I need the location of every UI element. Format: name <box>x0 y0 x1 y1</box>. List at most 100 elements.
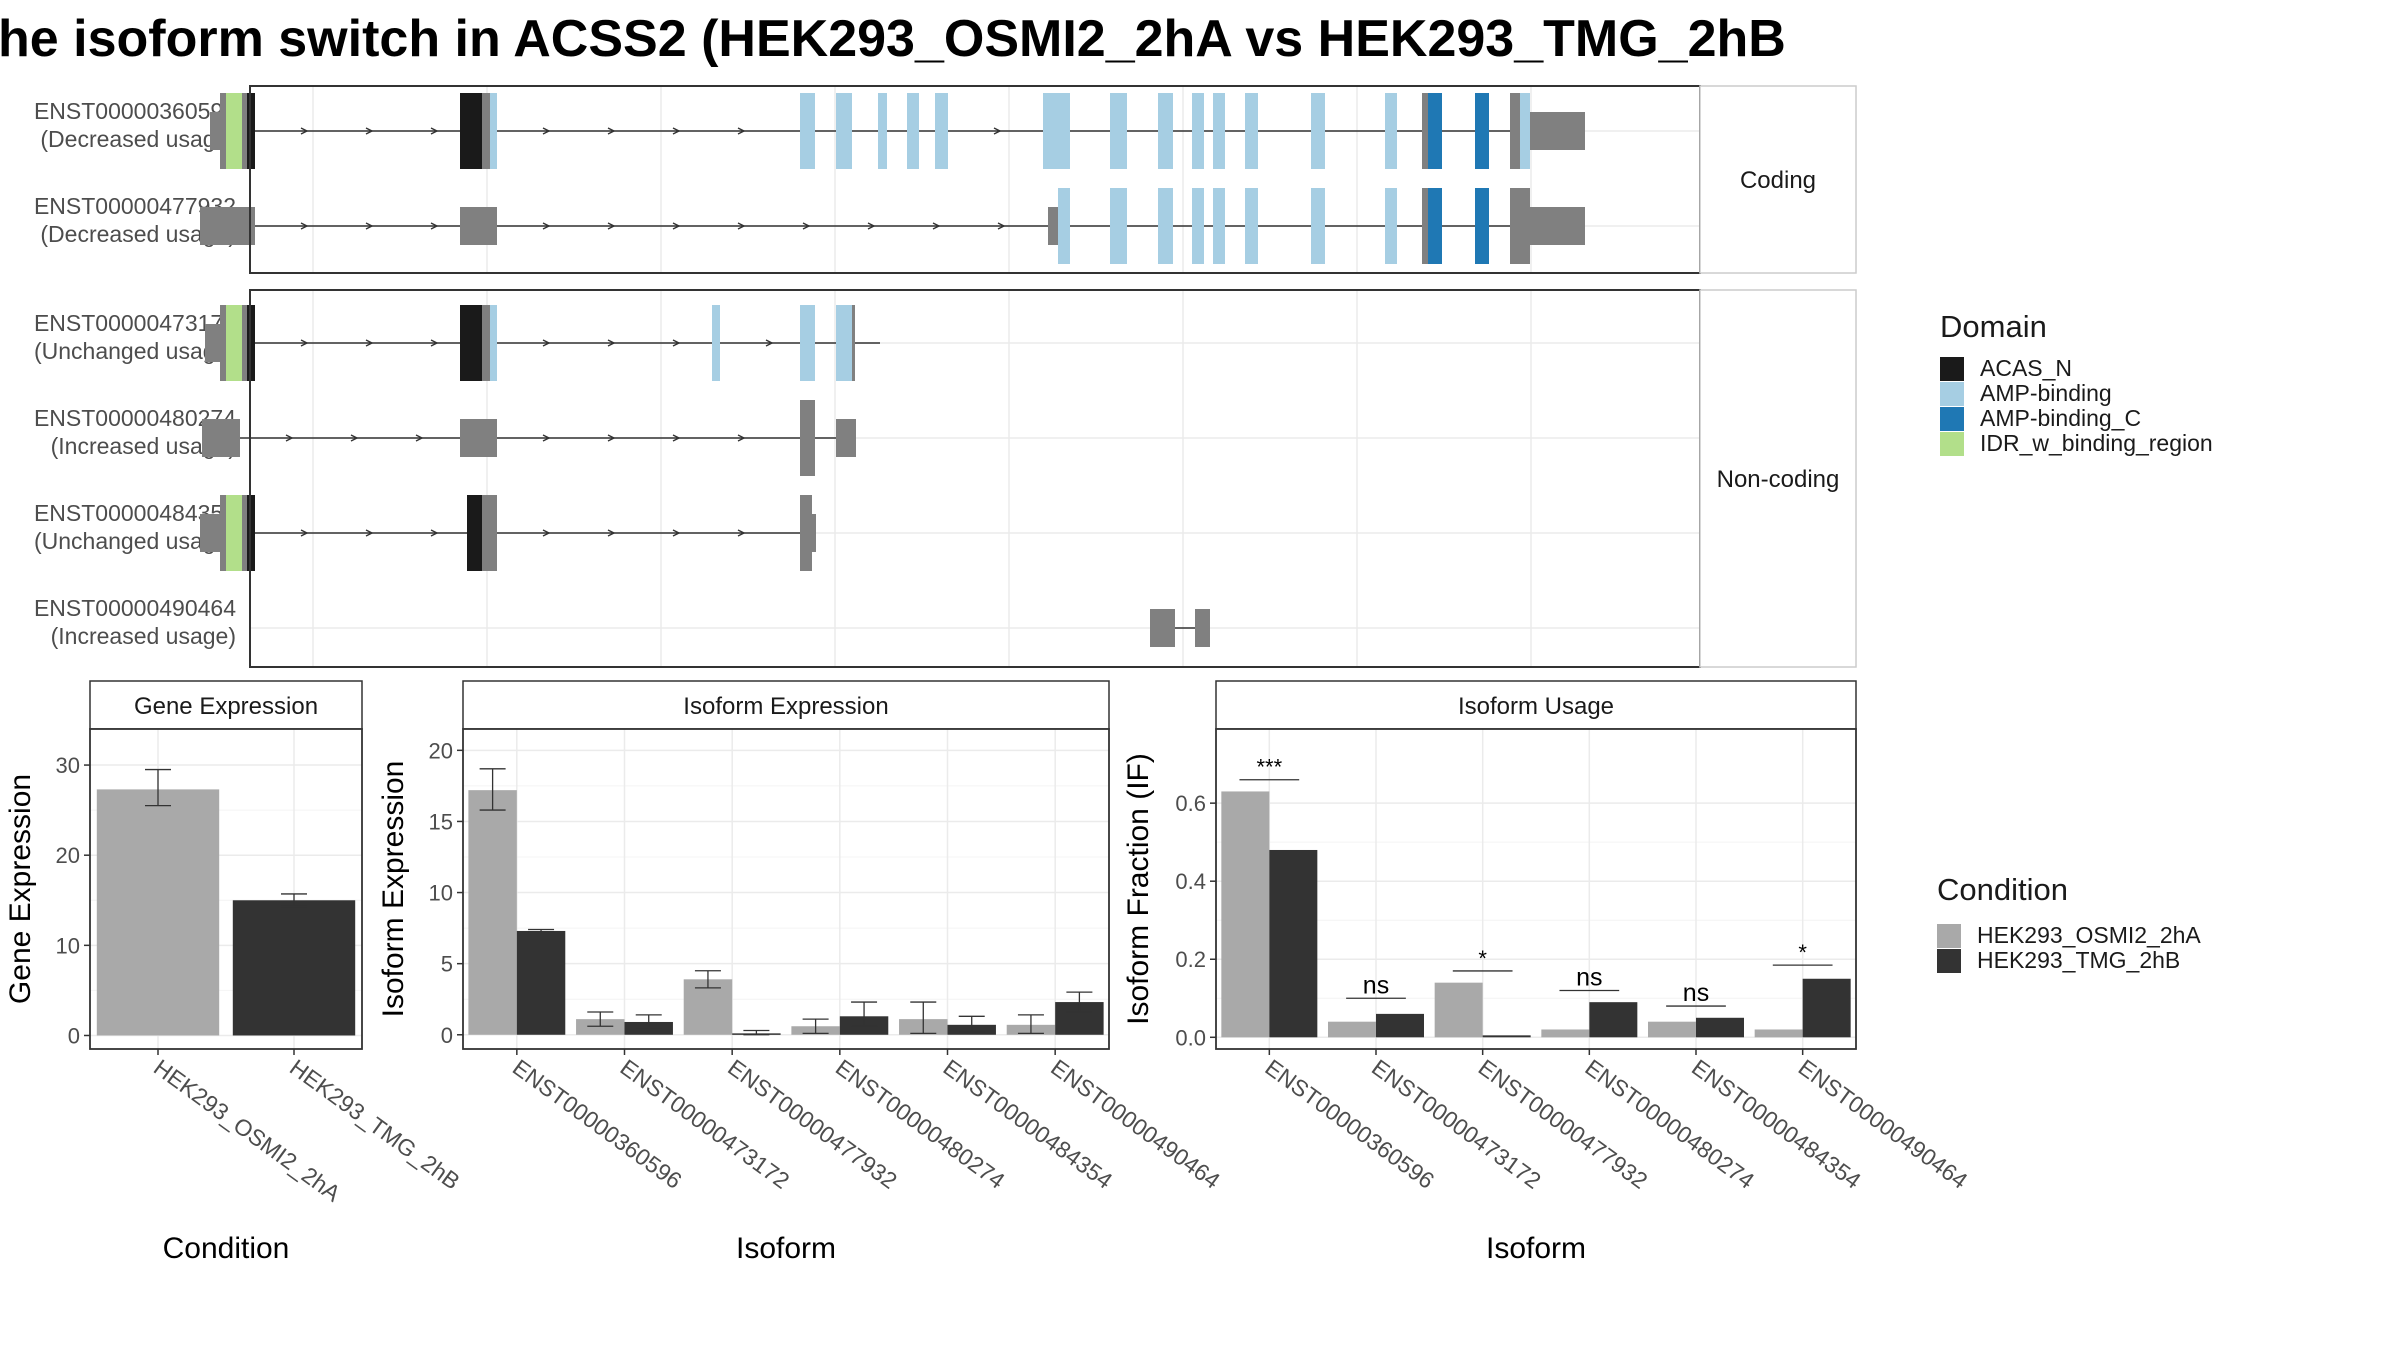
direction-arrow <box>300 339 309 347</box>
bar <box>468 790 517 1035</box>
exon <box>1192 188 1204 264</box>
bar <box>1696 1017 1744 1038</box>
y-tick-label: 15 <box>429 809 453 834</box>
isoform-usage-chart: Isoform Usage *** ns * ns ns * 0.0 0.2 0.4 0.6 ENST… <box>1122 680 1973 1265</box>
exon <box>907 93 919 169</box>
exon <box>1530 112 1585 150</box>
direction-arrow <box>737 127 746 135</box>
exon <box>210 112 220 150</box>
transcript-usage-label: (Increased usage) <box>51 623 236 649</box>
exon <box>836 305 852 381</box>
direction-arrow <box>932 222 941 230</box>
bar <box>516 930 566 1035</box>
direction-arrow <box>542 339 551 347</box>
exon-segment <box>220 305 226 381</box>
y-tick-label: 0 <box>441 1023 453 1048</box>
exon-segment <box>226 305 242 381</box>
bar <box>1802 978 1851 1038</box>
exon <box>1475 188 1489 264</box>
y-tick-label: 20 <box>429 738 453 763</box>
direction-arrow <box>607 339 616 347</box>
direction-arrow <box>737 529 746 537</box>
facet-strip-coding-label: Coding <box>1740 167 1816 194</box>
x-axis-title: Isoform <box>1486 1232 1586 1265</box>
bar <box>1376 1013 1424 1038</box>
legend-label: HEK293_TMG_2hB <box>1977 947 2180 973</box>
direction-arrow <box>672 434 681 442</box>
exon <box>1158 93 1173 169</box>
isoform-expression-chart: Isoform Expression05101520ENST0000036059… <box>377 680 1225 1265</box>
exon <box>1195 609 1210 647</box>
exon-segment <box>1428 188 1442 264</box>
direction-arrow <box>737 434 746 442</box>
exon <box>1311 188 1325 264</box>
direction-arrow <box>765 339 774 347</box>
legend-label: AMP-binding <box>1980 380 2112 406</box>
direction-arrow <box>285 434 294 442</box>
exon-segment <box>220 495 226 571</box>
transcript-id-label: ENST00000490464 <box>34 595 236 621</box>
plot-border <box>1215 728 1857 1050</box>
exon-segment <box>1428 93 1442 169</box>
direction-arrow <box>672 127 681 135</box>
exon <box>1475 93 1489 169</box>
direction-arrow <box>607 127 616 135</box>
direction-arrow <box>542 127 551 135</box>
plot-background <box>463 729 1109 1049</box>
direction-arrow <box>430 222 439 230</box>
facet-strip-coding: Coding <box>1699 85 1857 274</box>
exon-segment <box>460 93 482 169</box>
bar <box>1541 1029 1590 1038</box>
bar <box>1482 1035 1531 1038</box>
direction-arrow <box>993 127 1002 135</box>
bar <box>232 900 356 1036</box>
exon <box>800 400 815 476</box>
exon-segment <box>220 93 226 169</box>
direction-arrow <box>430 339 439 347</box>
legend-swatch <box>1940 432 1964 456</box>
y-tick-label: 10 <box>56 933 80 958</box>
bar <box>1434 982 1483 1038</box>
direction-arrow <box>300 529 309 537</box>
exon <box>202 419 240 457</box>
direction-arrow <box>997 222 1006 230</box>
chart-title: Isoform Expression <box>683 693 888 720</box>
exon <box>1245 93 1258 169</box>
plot-border <box>462 728 1110 1050</box>
significance-label: *** <box>1256 755 1282 780</box>
exon-segment <box>242 93 247 169</box>
exon <box>1158 188 1173 264</box>
legend-title: Domain <box>1940 309 2047 344</box>
chart-title: Gene Expression <box>134 693 318 720</box>
exon <box>812 514 816 552</box>
direction-arrow <box>365 529 374 537</box>
y-tick-label: 20 <box>56 843 80 868</box>
chart-title: Isoform Usage <box>1458 693 1614 720</box>
legend-label: ACAS_N <box>1980 355 2072 381</box>
exon <box>836 419 856 457</box>
x-axis-title: Isoform <box>736 1232 836 1265</box>
exon <box>205 324 220 362</box>
exon <box>1510 188 1530 264</box>
y-tick-label: 5 <box>441 952 453 977</box>
direction-arrow <box>430 127 439 135</box>
y-tick-label: 10 <box>429 881 453 906</box>
y-tick-label: 0 <box>68 1023 80 1048</box>
exon <box>836 93 852 169</box>
direction-arrow <box>430 529 439 537</box>
exon <box>1110 93 1127 169</box>
direction-arrow <box>300 127 309 135</box>
y-axis-title: Gene Expression <box>4 774 37 1004</box>
transcript-usage-label: (Unchanged usage) <box>34 338 236 364</box>
exon-segment <box>482 93 490 169</box>
exon <box>852 305 855 381</box>
domain-legend: Domain ACAS_NAMP-bindingAMP-binding_CIDR_… <box>1940 309 2213 456</box>
direction-arrow <box>672 222 681 230</box>
exon <box>200 207 255 245</box>
exon-segment <box>482 305 490 381</box>
direction-arrow <box>607 434 616 442</box>
significance-label: ns <box>1683 979 1709 1007</box>
y-axis-title: Isoform Fraction (IF) <box>1122 753 1155 1025</box>
